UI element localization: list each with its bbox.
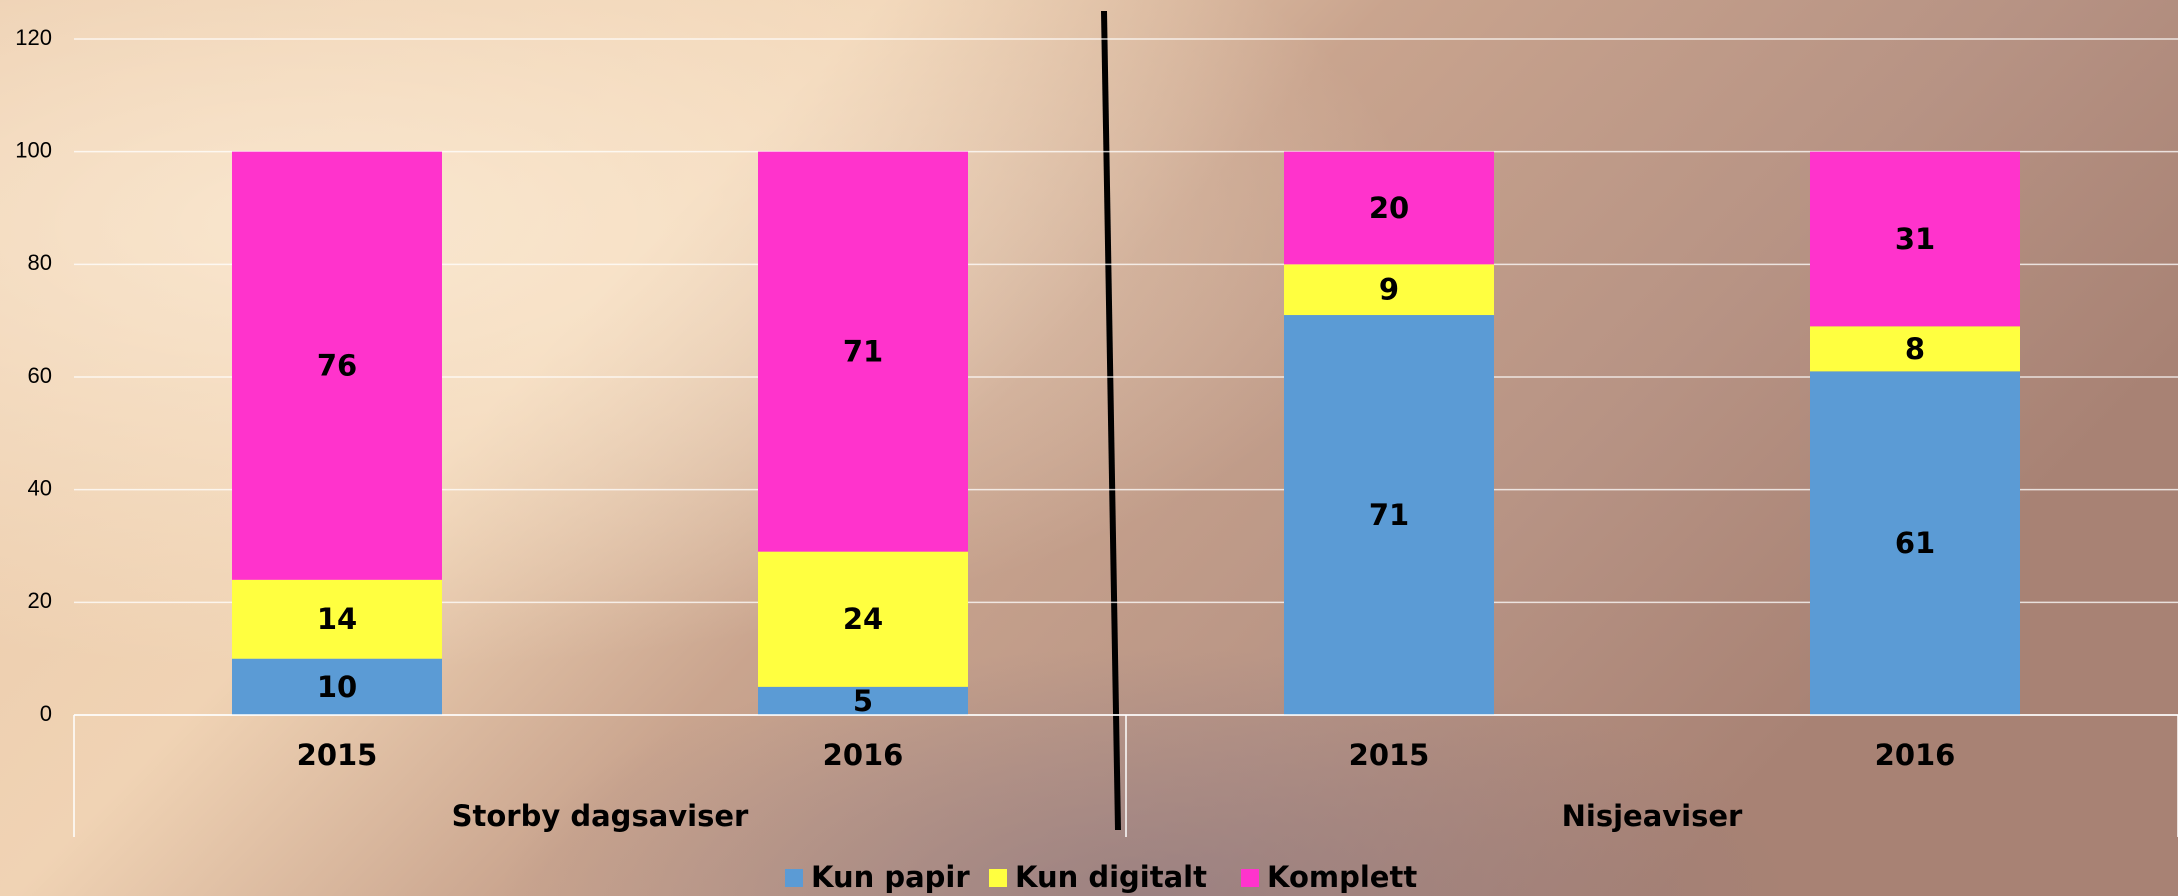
data-label: 71: [1369, 498, 1409, 532]
legend-swatch: [989, 869, 1007, 887]
y-tick-label: 100: [15, 137, 52, 162]
data-label: 76: [317, 349, 357, 383]
x-tick-label: 2016: [823, 738, 904, 772]
data-label: 71: [843, 335, 883, 369]
chart: 0 20 40 60 80 100 120 10 14 76 2015 5 24 71 2016 71 9 20 2…: [0, 0, 2178, 896]
group-label: Storby dagsaviser: [452, 799, 749, 833]
y-tick-label: 0: [40, 701, 52, 726]
data-label: 31: [1895, 222, 1935, 256]
x-tick-label: 2015: [1349, 738, 1430, 772]
x-tick-label: 2016: [1875, 738, 1956, 772]
y-tick-label: 20: [28, 588, 52, 613]
legend-swatch: [1241, 869, 1259, 887]
data-label: 20: [1369, 191, 1409, 225]
legend-label: Komplett: [1267, 860, 1417, 894]
data-label: 24: [843, 602, 883, 636]
data-label: 14: [317, 602, 357, 636]
legend-swatch: [785, 869, 803, 887]
x-tick-label: 2015: [297, 738, 378, 772]
group-label: Nisjeaviser: [1562, 799, 1743, 833]
data-label: 9: [1379, 273, 1399, 307]
data-label: 5: [853, 684, 873, 718]
y-tick-label: 120: [15, 25, 52, 50]
y-tick-label: 80: [28, 250, 52, 275]
y-tick-label: 40: [28, 475, 52, 500]
legend-label: Kun digitalt: [1015, 860, 1207, 894]
data-label: 10: [317, 670, 357, 704]
data-label: 8: [1905, 332, 1925, 366]
y-tick-label: 60: [28, 363, 52, 388]
data-label: 61: [1895, 526, 1935, 560]
legend-label: Kun papir: [811, 860, 970, 894]
